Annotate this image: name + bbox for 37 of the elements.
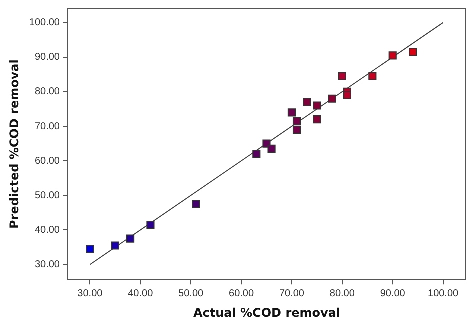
x-tick-label: 90.00: [380, 288, 406, 300]
x-axis-title: Actual %COD removal: [193, 306, 341, 320]
point: [252, 150, 261, 158]
point: [292, 117, 302, 126]
point: [126, 234, 135, 243]
y-tick-label: 80.00: [34, 86, 60, 98]
point: [408, 48, 418, 56]
point: [292, 126, 302, 134]
point: [288, 108, 296, 117]
point: [388, 52, 397, 60]
x-tick-label: 40.00: [128, 288, 154, 300]
x-tick-label: 30.00: [78, 288, 104, 300]
y-tick-label: 60.00: [34, 156, 60, 167]
x-tick-label: 80.00: [330, 288, 356, 300]
point: [313, 116, 322, 124]
point: [313, 102, 322, 110]
point: [111, 242, 120, 250]
point: [303, 98, 312, 106]
x-tick-label: 60.00: [229, 288, 254, 300]
y-axis-title: Predicted %COD removal: [7, 60, 22, 229]
x-tick-label: 50.00: [178, 288, 204, 300]
y-tick-label: 90.00: [34, 52, 60, 64]
x-tick-label: 100.00: [428, 288, 460, 300]
y-tick-label: 100.00: [29, 18, 60, 29]
point: [343, 91, 352, 100]
point: [368, 72, 377, 80]
point: [328, 94, 336, 103]
point: [86, 245, 94, 254]
y-tick-label: 40.00: [34, 224, 60, 236]
point: [268, 144, 276, 153]
y-tick-label: 50.00: [34, 190, 60, 202]
x-tick-label: 70.00: [279, 288, 305, 300]
y-tick-label: 70.00: [34, 121, 60, 132]
point: [338, 72, 346, 80]
point: [192, 200, 200, 208]
y-tick-label: 30.00: [34, 259, 60, 270]
point: [146, 220, 155, 230]
